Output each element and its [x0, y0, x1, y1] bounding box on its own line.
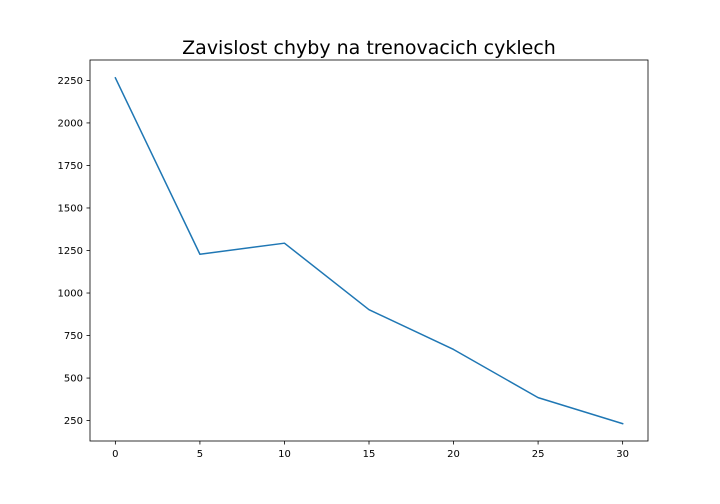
series-layer — [114, 76, 624, 425]
x-tick-label: 0 — [112, 449, 118, 460]
y-tick-label: 250 — [64, 416, 83, 427]
x-tick-label: 10 — [278, 449, 291, 460]
y-tick-label: 2250 — [58, 76, 83, 87]
x-tick-label: 15 — [363, 449, 376, 460]
y-tick-label: 500 — [64, 374, 83, 385]
x-tick-label: 25 — [532, 449, 545, 460]
x-axis: 0 5 10 15 20 25 30 — [112, 441, 629, 460]
x-tick-label: 30 — [616, 449, 629, 460]
y-tick-label: 2000 — [58, 118, 83, 129]
chart-title: Zavislost chyby na trenovacich cyklech — [182, 37, 556, 59]
y-axis: 250 500 750 1000 1250 1500 1750 2000 2250 — [58, 76, 90, 427]
series-line-0 — [114, 76, 624, 425]
y-tick-label: 1000 — [58, 289, 83, 300]
y-tick-label: 1250 — [58, 246, 83, 257]
x-tick-label: 5 — [197, 449, 203, 460]
y-tick-label: 1500 — [58, 203, 83, 214]
y-tick-label: 1750 — [58, 161, 83, 172]
y-tick-label: 750 — [64, 331, 83, 342]
x-tick-label: 20 — [447, 449, 460, 460]
